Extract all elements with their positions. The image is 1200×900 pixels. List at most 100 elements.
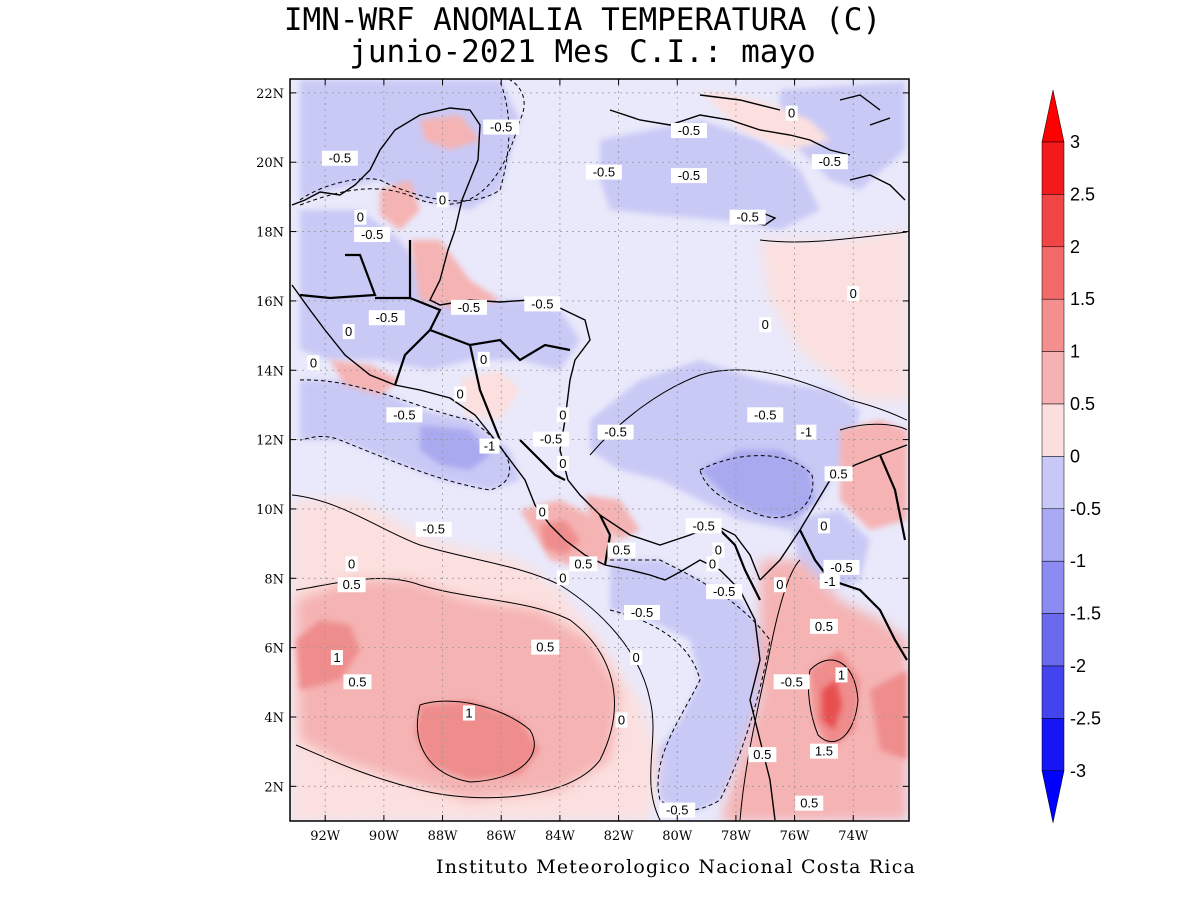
contour-label-bg	[670, 123, 707, 139]
contour-label-bg	[607, 542, 636, 558]
colorbar-label: 1	[1070, 342, 1080, 362]
contour-label-bg	[811, 154, 848, 170]
lat-tick-label: 6N	[264, 642, 284, 657]
contour-zero-gulf	[299, 79, 525, 206]
contour-label-bg	[477, 351, 490, 367]
contour-label: 0.5	[830, 466, 848, 481]
contour-label-bg	[796, 424, 817, 440]
colorbar-swatch	[1041, 718, 1065, 772]
border-colombia	[714, 454, 908, 661]
colorbar-swatch	[1041, 665, 1065, 719]
colorbar-label: 3	[1070, 132, 1080, 152]
contour-zero-east	[759, 231, 908, 243]
contour-label-bg	[685, 518, 722, 534]
contour-label: 0	[820, 518, 827, 533]
contour-label-bg	[597, 424, 634, 440]
contour-label: 0	[310, 355, 317, 370]
coastlines	[291, 94, 908, 821]
lat-tick-label: 10N	[256, 503, 284, 518]
colorbar-label: -1.5	[1070, 604, 1101, 624]
coastline-bahamas	[839, 94, 891, 126]
contour-label: -0.5	[540, 432, 562, 447]
contour-halfneg-gulf	[299, 79, 510, 202]
colorbar-label: 0.5	[1070, 394, 1095, 414]
lon-tick-label: 74W	[838, 829, 869, 844]
contour-label: 0	[776, 577, 783, 592]
contour-label: 0.5	[612, 543, 630, 558]
lat-tick-label: 16N	[256, 295, 284, 310]
contour-label: -0.5	[692, 518, 714, 533]
contour-label-bg	[585, 164, 622, 180]
contour-label-bg	[706, 584, 743, 600]
contour-label: 0.5	[753, 747, 771, 762]
contour-label-bg	[670, 168, 707, 184]
contour-label-bg	[747, 407, 784, 423]
contour-label-bg	[533, 431, 570, 447]
contour-label: -0.5	[736, 210, 758, 225]
contour-halfneg-caribbean	[699, 455, 814, 519]
contour-label-bg	[809, 743, 838, 759]
contour-label: -1	[801, 425, 813, 440]
contour-label: 0	[559, 407, 566, 422]
contour-label: -1	[484, 439, 496, 454]
contour-label-bg	[483, 119, 520, 135]
contour-label: -0.5	[531, 296, 553, 311]
contour-label: 0.5	[815, 619, 833, 634]
cool-region-caribbean-core	[700, 450, 815, 520]
contour-label: 0	[850, 286, 857, 301]
contour-label: 0	[618, 712, 625, 727]
cool-region-panama-pacific	[610, 560, 770, 815]
colorbar-swatch	[1041, 456, 1065, 510]
contour-label: 0	[788, 106, 795, 121]
contour-label-bg	[748, 747, 777, 763]
contour-label: -0.5	[713, 584, 735, 599]
lat-tick-label: 22N	[256, 87, 284, 102]
contour-zero-caribbean	[589, 369, 908, 456]
cool-region-gulf	[300, 80, 520, 210]
contour-half-venezuela	[839, 423, 908, 431]
contour-label: 1	[333, 650, 340, 665]
colorbar-swatch	[1041, 298, 1065, 352]
contour-label: -0.5	[604, 425, 626, 440]
contour-label-bg	[824, 466, 853, 482]
contour-label: 0	[457, 387, 464, 402]
contour-label-bg	[536, 504, 549, 520]
contour-label-bg	[819, 573, 840, 589]
contour-label: -0.5	[361, 227, 383, 242]
contour-label-bg	[531, 639, 560, 655]
contour-label-bg	[847, 285, 860, 301]
lat-tick-label: 18N	[256, 226, 284, 241]
contour-label-bg	[835, 667, 848, 683]
longitude-axis: 92W 90W 88W 86W 84W 82W 80W 78W 76W 74W	[310, 79, 869, 844]
warm-region-colombia-east	[870, 670, 907, 760]
contour-label: 0	[559, 570, 566, 585]
contour-label-bg	[386, 407, 423, 423]
colorbar-label: 2.5	[1070, 184, 1095, 204]
warm-region-belize	[410, 240, 500, 310]
colorbar-swatch	[1041, 508, 1065, 562]
contour-label: 0.5	[574, 556, 592, 571]
contour-label: 0	[539, 504, 546, 519]
colorbar-label: 1.5	[1070, 289, 1095, 309]
contour-label-bg	[462, 705, 475, 721]
contour-label-bg	[556, 570, 569, 586]
contour-label-bg	[345, 556, 358, 572]
contour-label-bg	[354, 227, 391, 243]
contour-label: -0.5	[423, 522, 445, 537]
contour-label-bg	[712, 542, 725, 558]
colorbar-swatch	[1041, 141, 1065, 195]
cool-region-pacific-core	[420, 425, 490, 470]
colorbar-label: -2.5	[1070, 708, 1101, 728]
lat-tick-label: 14N	[256, 364, 284, 379]
contour-label-bg	[569, 556, 598, 572]
warm-region-colombia-peak	[822, 680, 842, 730]
contour-label-bg	[343, 674, 372, 690]
colorbar-swatch	[1041, 560, 1065, 614]
contour-label: -0.5	[393, 407, 415, 422]
contour-label-bg	[450, 299, 487, 315]
contour-label: 1.5	[815, 744, 833, 759]
warm-region-costa-rica-core	[540, 520, 580, 555]
warm-region-pacific-core	[415, 700, 540, 780]
lon-tick-label: 90W	[369, 829, 400, 844]
colorbar: 3 2.5 2 1.5 1 0.5 0 -0.5 -1 -1.5 -2 -2.5 -3	[1041, 89, 1101, 823]
